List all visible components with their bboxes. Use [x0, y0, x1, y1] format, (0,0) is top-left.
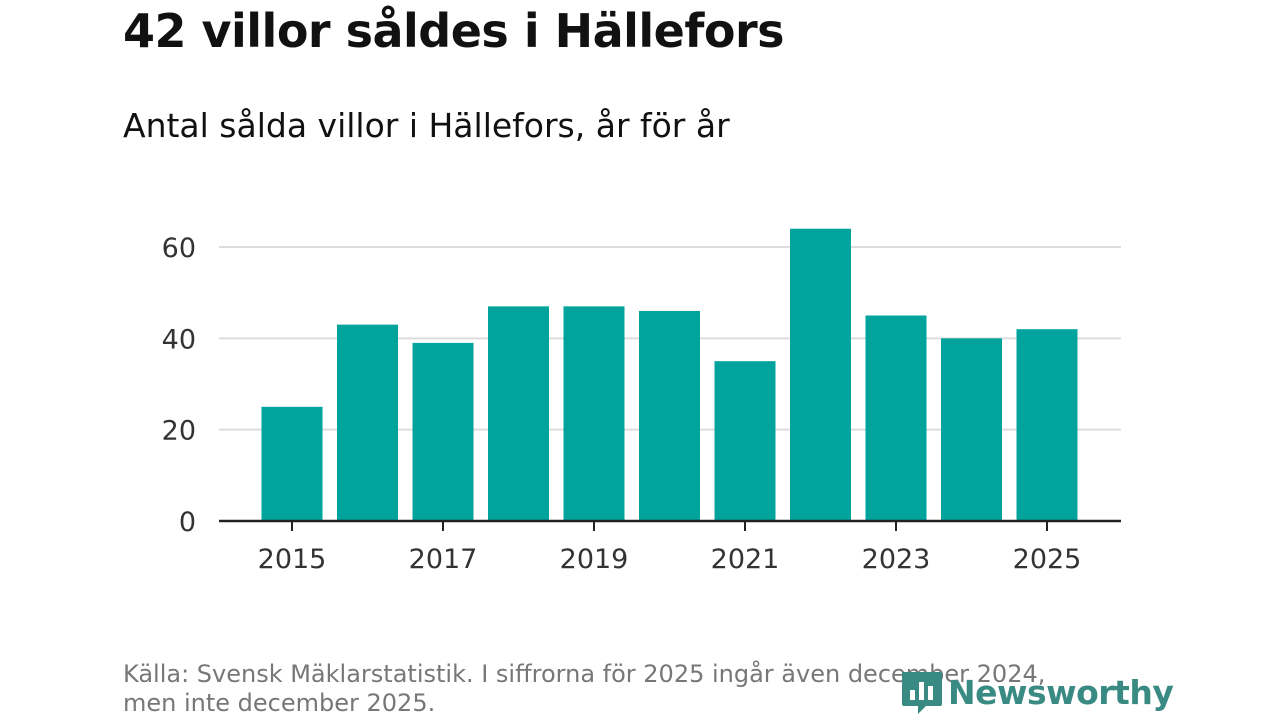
x-tick-label-2019: 2019: [560, 544, 629, 575]
bars: [261, 228, 1078, 521]
y-tick-label-0: 0: [179, 507, 196, 538]
bar-2016: [337, 324, 398, 521]
bar-2017: [412, 342, 474, 521]
chart-subtitle: Antal sålda villor i Hällefors, år för å…: [123, 106, 730, 145]
bar-2019: [563, 306, 625, 521]
logo-text: Newsworthy: [948, 672, 1174, 712]
x-tick-label-2025: 2025: [1013, 544, 1082, 575]
y-tick-label-60: 60: [162, 233, 196, 264]
bar-2025: [1016, 329, 1078, 521]
source-note: Källa: Svensk Mäklarstatistik. I siffror…: [123, 660, 1123, 718]
axes: 0 20 40 60 2015 2017 2019 2021 2023 2025: [162, 233, 1121, 575]
source-line-2: men inte december 2025.: [123, 689, 436, 717]
bar-2024: [941, 338, 1002, 521]
x-tick-label-2017: 2017: [409, 544, 478, 575]
chart-title: 42 villor såldes i Hällefors: [123, 4, 785, 58]
source-line-1: Källa: Svensk Mäklarstatistik. I siffror…: [123, 660, 1046, 688]
bar-2015: [261, 406, 323, 521]
bar-2018: [488, 306, 549, 521]
y-tick-label-20: 20: [162, 416, 196, 447]
x-tick-label-2015: 2015: [258, 544, 327, 575]
bar-2020: [639, 310, 700, 521]
y-tick-label-40: 40: [162, 324, 196, 355]
newsworthy-logo: Newsworthy: [900, 668, 1174, 716]
newsworthy-logo-icon: [902, 672, 942, 714]
bar-2023: [865, 315, 927, 521]
bar-2022: [790, 228, 851, 521]
x-tick-label-2023: 2023: [862, 544, 931, 575]
bar-2021: [714, 361, 776, 521]
x-tick-label-2021: 2021: [711, 544, 780, 575]
